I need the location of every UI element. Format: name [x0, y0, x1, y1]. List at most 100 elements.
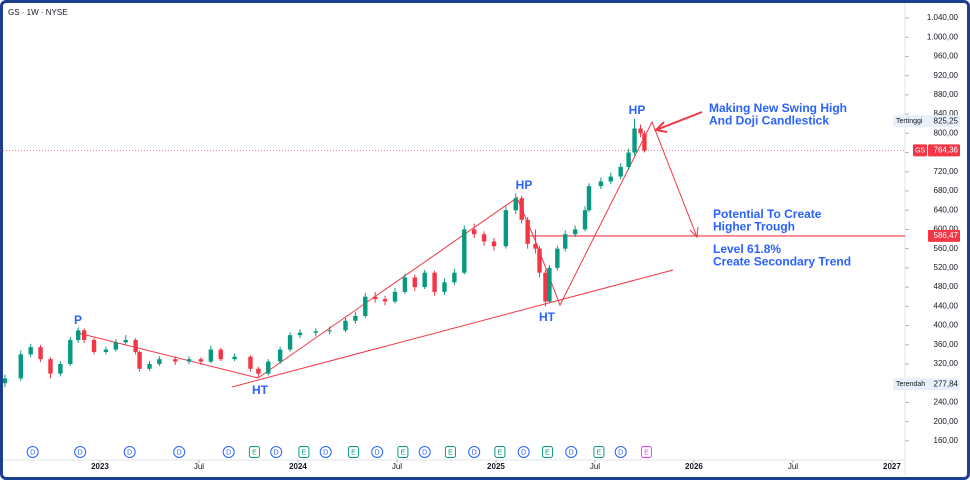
event-icon [74, 446, 87, 458]
y-tick-label: 480,00 [934, 282, 959, 291]
event-icon [640, 446, 652, 458]
candle-body [353, 315, 358, 321]
candle-body [432, 272, 437, 292]
event-label: E [498, 449, 503, 456]
event-marker: D [517, 446, 530, 458]
event-icon [517, 446, 530, 458]
candle-body [555, 248, 560, 268]
event-icon [444, 446, 456, 458]
symbol-title: GS · 1W · NYSE [8, 8, 68, 17]
y-tick-label: 560,00 [934, 244, 959, 253]
event-icon [418, 446, 431, 458]
event-icon [541, 446, 553, 458]
event-label: D [569, 449, 574, 456]
event-marker: D [173, 446, 186, 458]
y-tick-label: 200,00 [934, 417, 959, 426]
event-marker: E [397, 446, 409, 458]
event-icon [270, 446, 283, 458]
candle-body [471, 229, 477, 235]
event-label: D [30, 449, 35, 456]
event-marker: E [541, 446, 553, 458]
y-tick-label: 640,00 [934, 205, 959, 214]
candle-body [313, 331, 318, 333]
y-tick-label: 440,00 [934, 301, 959, 310]
event-label: E [252, 449, 257, 456]
event-icon [593, 446, 605, 458]
event-marker: D [270, 446, 283, 458]
annotation: Create Secondary Trend [713, 255, 851, 269]
candle-body [412, 277, 417, 288]
candle-body [563, 234, 568, 249]
price-name: GS [915, 147, 925, 154]
candle-body [327, 330, 332, 332]
event-marker: E [248, 446, 260, 458]
candle-body [208, 349, 214, 362]
candle-body [598, 181, 604, 187]
annotation: HT [252, 383, 269, 397]
price-label-box [928, 229, 960, 242]
candle-body [76, 330, 81, 340]
x-tick-label: Jul [590, 462, 600, 471]
candle-body [392, 291, 398, 302]
event-marker: E [494, 446, 506, 458]
event-label: D [274, 449, 279, 456]
event-label: D [618, 449, 623, 456]
candle-body [582, 210, 588, 230]
arrow-head [689, 226, 699, 239]
y-tick-label: 240,00 [934, 398, 959, 407]
x-tick-label: 2026 [685, 462, 703, 471]
candle-body [462, 229, 467, 273]
candle-body [248, 356, 253, 369]
x-tick-label: 2027 [883, 462, 901, 471]
candle-body [68, 339, 73, 364]
candle-body [297, 332, 303, 336]
y-tick-label: 360,00 [934, 340, 959, 349]
candle-body [503, 210, 509, 247]
candle-body [103, 349, 109, 352]
event-marker: E [640, 446, 652, 458]
y-tick-label: 800,00 [934, 128, 959, 137]
y-tick-label: 520,00 [934, 263, 959, 272]
event-icon [494, 446, 506, 458]
candle-body [343, 320, 348, 331]
event-icon [468, 446, 481, 458]
event-marker: D [468, 446, 481, 458]
candle-body [58, 363, 63, 374]
candle-body [232, 356, 237, 360]
candle-body [442, 282, 447, 292]
x-tick-label: 2025 [487, 462, 505, 471]
candle-body [147, 363, 152, 369]
drawings [77, 111, 703, 388]
event-icon [371, 446, 384, 458]
event-label: D [323, 449, 328, 456]
candle-body [91, 339, 97, 352]
event-marker: D [614, 446, 627, 458]
event-marker: D [371, 446, 384, 458]
candle-body [28, 347, 33, 355]
x-tick-label: Jul [788, 462, 798, 471]
candle-body [113, 342, 119, 350]
candle-body [537, 248, 542, 273]
event-label: D [226, 449, 231, 456]
event-label: D [472, 449, 477, 456]
event-icon [173, 446, 186, 458]
candle-body [48, 359, 53, 374]
annotation: Level 61.8% [713, 242, 781, 256]
candle-body [402, 277, 408, 292]
annotation: Higher Trough [713, 220, 795, 234]
event-icon [319, 446, 332, 458]
event-label: D [78, 449, 83, 456]
event-marker: D [565, 446, 578, 458]
projection-line [534, 120, 698, 307]
candle-body [533, 243, 538, 249]
candle-body [198, 359, 204, 362]
candle-body [632, 128, 637, 153]
extreme-box [893, 115, 960, 128]
candle-body [382, 299, 388, 302]
candle-body [287, 335, 293, 350]
event-marker: D [123, 446, 136, 458]
event-label: E [545, 449, 550, 456]
candle-body [547, 267, 552, 302]
